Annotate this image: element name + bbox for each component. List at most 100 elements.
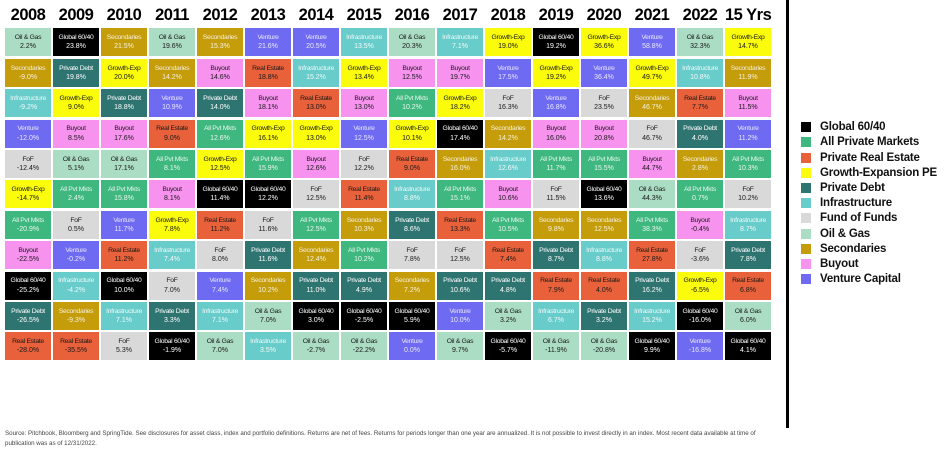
return-value: 10.2%: [402, 104, 422, 112]
asset-label: Venture: [545, 95, 567, 103]
return-tile: Infrastructure 15.2%: [293, 58, 339, 87]
asset-label: Oil & Gas: [302, 338, 330, 346]
column-header: 2014: [298, 6, 334, 24]
return-tile: Secondaries 12.4%: [293, 241, 339, 270]
asset-label: Real Estate: [588, 277, 620, 285]
return-tile: Growth-Exp -14.7%: [5, 180, 51, 209]
legend-swatch-icon: [801, 274, 811, 285]
asset-label: Oil & Gas: [206, 338, 234, 346]
return-value: 5.1%: [68, 164, 84, 172]
return-value: 3.3%: [164, 316, 180, 324]
legend-item: Venture Capital: [801, 273, 937, 286]
return-value: 5.3%: [116, 347, 132, 355]
return-value: 44.7%: [642, 164, 662, 172]
return-value: -3.6%: [690, 256, 710, 264]
asset-label: Growth-Exp: [539, 64, 573, 72]
return-tile: Secondaries -9.3%: [53, 301, 99, 330]
return-value: 7.4%: [164, 256, 180, 264]
return-tile: Venture 7.4%: [197, 271, 243, 300]
return-value: -26.5%: [16, 316, 40, 324]
asset-label: Buyout: [498, 186, 518, 194]
return-tile: All Pvt Mkts 10.5%: [485, 210, 531, 239]
return-tile: Private Debt 3.2%: [581, 301, 627, 330]
return-tile: Global 60/40 4.1%: [725, 332, 771, 361]
asset-label: Oil & Gas: [350, 338, 378, 346]
asset-label: Secondaries: [490, 125, 526, 133]
asset-label: Infrastructure: [298, 64, 334, 72]
return-tile: Real Estate -28.0%: [5, 332, 51, 361]
return-value: 7.0%: [212, 347, 228, 355]
return-tile: Secondaries 9.8%: [533, 210, 579, 239]
return-value: 7.4%: [500, 256, 516, 264]
asset-label: Private Debt: [683, 125, 717, 133]
return-tile: Venture 20.5%: [293, 28, 339, 57]
legend: Global 60/40 All Private Markets Private R…: [801, 121, 937, 286]
return-value: -2.5%: [354, 316, 374, 324]
column-header: 2008: [10, 6, 46, 24]
asset-label: Buyout: [162, 186, 182, 194]
return-value: 58.8%: [642, 43, 662, 51]
return-tile: All Pvt Mkts 8.1%: [149, 149, 195, 178]
return-value: 7.7%: [692, 104, 708, 112]
legend-swatch-icon: [801, 198, 811, 209]
return-tile: Growth-Exp 12.5%: [197, 149, 243, 178]
return-tile: All Pvt Mkts 15.1%: [437, 180, 483, 209]
return-tile: Private Debt 14.0%: [197, 89, 243, 118]
legend-item: Growth-Expansion PE: [801, 167, 937, 179]
return-value: 10.1%: [402, 134, 422, 142]
return-tile: Buyout 17.6%: [101, 119, 147, 148]
return-value: 14.0%: [210, 104, 230, 112]
return-tile: FoF 23.5%: [581, 89, 627, 118]
return-value: 11.9%: [738, 73, 758, 81]
asset-label: FoF: [406, 246, 418, 254]
return-value: 12.5%: [210, 164, 230, 172]
legend-item: Global 60/40: [801, 121, 937, 133]
asset-label: Buyout: [642, 155, 662, 163]
legend-label: Venture Capital: [820, 273, 901, 286]
return-tile: Venture 10.9%: [149, 89, 195, 118]
year-column: 2017 Infrastructure 7.1% Buyout 19.7% Growth-…: [437, 4, 483, 361]
asset-label: Growth-Exp: [491, 34, 525, 42]
asset-label: Infrastructure: [10, 95, 46, 103]
asset-label: Infrastructure: [586, 246, 622, 254]
asset-label: Buyout: [210, 64, 230, 72]
return-tile: Buyout 11.5%: [725, 89, 771, 118]
asset-label: FoF: [454, 246, 466, 254]
legend-swatch-icon: [801, 228, 811, 239]
return-value: 15.2%: [306, 73, 326, 81]
return-tile: Venture -12.0%: [5, 119, 51, 148]
return-value: 8.5%: [68, 134, 84, 142]
legend-label: Oil & Gas: [820, 227, 870, 240]
return-value: 12.2%: [258, 195, 278, 203]
return-value: 8.6%: [404, 225, 420, 233]
asset-label: Secondaries: [730, 64, 766, 72]
asset-label: Real Estate: [204, 216, 236, 224]
return-tile: All Pvt Mkts 15.5%: [581, 149, 627, 178]
return-tile: Buyout 13.0%: [341, 89, 387, 118]
return-value: 2.8%: [692, 164, 708, 172]
return-value: 36.6%: [594, 43, 614, 51]
return-value: 20.0%: [114, 73, 134, 81]
return-tile: Real Estate 11.2%: [197, 210, 243, 239]
return-value: 7.1%: [116, 316, 132, 324]
return-value: 16.0%: [546, 134, 566, 142]
return-tile: Secondaries 46.7%: [629, 89, 675, 118]
return-value: 19.8%: [66, 73, 86, 81]
return-tile: Private Debt 18.8%: [101, 89, 147, 118]
asset-label: Global 60/40: [394, 307, 430, 315]
asset-label: Buyout: [690, 216, 710, 224]
return-tile: Real Estate 11.2%: [101, 241, 147, 270]
source-note: Source: Pitchbook, Bloomberg and SpringT…: [5, 430, 756, 447]
return-value: 8.8%: [596, 256, 612, 264]
return-value: 16.1%: [258, 134, 278, 142]
asset-label: Real Estate: [684, 95, 716, 103]
return-tile: Private Debt 4.0%: [677, 119, 723, 148]
return-tile: Oil & Gas 19.6%: [149, 28, 195, 57]
return-tile: FoF 8.0%: [197, 241, 243, 270]
return-value: 18.8%: [114, 104, 134, 112]
asset-label: Real Estate: [300, 95, 332, 103]
divider-line: [786, 0, 789, 428]
return-value: 20.8%: [594, 134, 614, 142]
return-value: 6.8%: [740, 286, 756, 294]
